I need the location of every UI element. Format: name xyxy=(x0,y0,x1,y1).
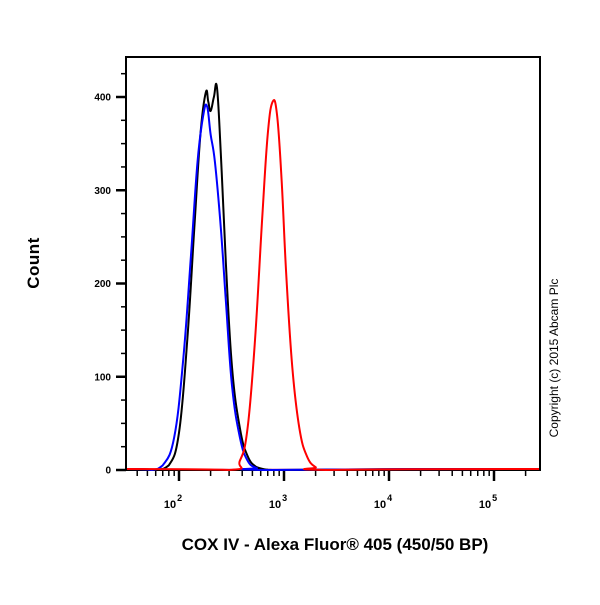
histogram-series-0000ff xyxy=(126,103,540,471)
y-axis-label-text: Count xyxy=(24,237,43,289)
copyright-text: Copyright (c) 2015 Abcam Plc xyxy=(547,278,561,438)
x-tick-label: 102 xyxy=(164,493,182,511)
series-layer xyxy=(126,82,540,471)
y-tick-label: 100 xyxy=(94,372,111,383)
x-tick-label: 103 xyxy=(269,493,287,511)
y-tick-label: 0 xyxy=(105,466,111,477)
x-tick-label: 105 xyxy=(479,493,497,511)
y-tick-label: 400 xyxy=(94,93,111,104)
x-axis: 102 103 104 105 xyxy=(127,468,539,511)
y-tick-label: 300 xyxy=(94,186,111,197)
histogram-series-000000 xyxy=(126,82,540,471)
x-tick-label: 104 xyxy=(374,493,392,511)
plot-frame xyxy=(125,56,541,471)
y-axis: 0 100 200 300 400 xyxy=(94,72,126,477)
x-axis-label: COX IV - Alexa Fluor® 405 (450/50 BP) xyxy=(181,535,489,554)
copyright-notice: Copyright (c) 2015 Abcam Plc xyxy=(540,240,568,476)
histogram-series-ff0000 xyxy=(126,99,540,471)
y-tick-label: 200 xyxy=(94,279,111,290)
y-axis-label: Count xyxy=(4,228,64,298)
